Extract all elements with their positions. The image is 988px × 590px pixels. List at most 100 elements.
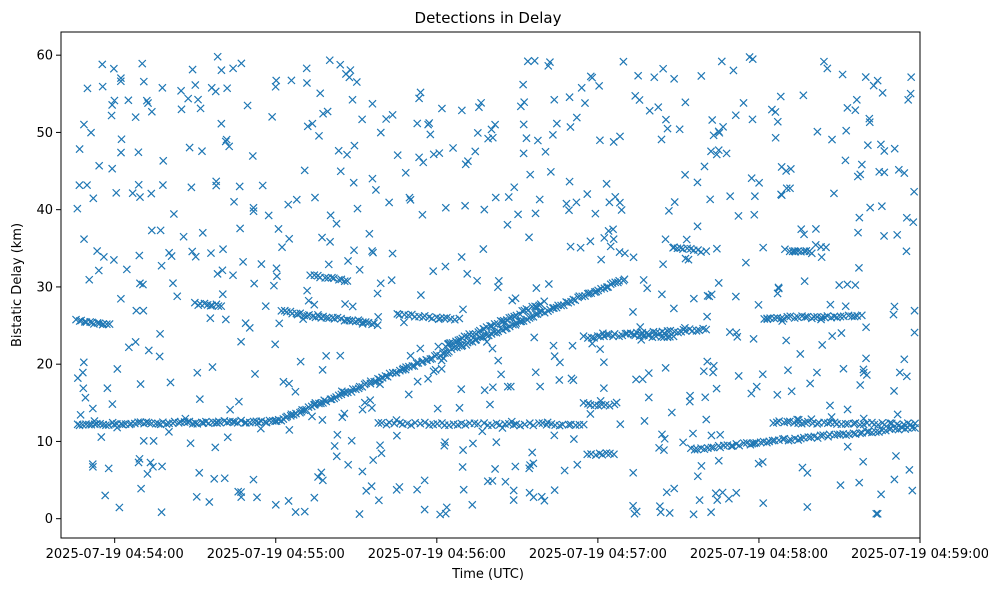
data-point: [206, 314, 215, 323]
data-point: [478, 427, 487, 436]
data-point: [337, 387, 346, 396]
data-point: [149, 436, 158, 445]
data-point: [433, 404, 442, 413]
data-point: [271, 82, 280, 91]
data-point: [104, 464, 113, 473]
data-point: [806, 379, 815, 388]
data-point: [906, 89, 915, 98]
data-point: [165, 248, 174, 257]
data-point: [399, 318, 408, 327]
data-point: [517, 317, 526, 326]
data-point: [718, 488, 727, 497]
data-point: [229, 64, 238, 73]
data-point: [689, 510, 698, 519]
data-point: [99, 319, 108, 329]
data-point: [697, 71, 706, 80]
data-point: [501, 477, 510, 486]
data-point: [890, 144, 899, 153]
data-point: [773, 117, 782, 126]
data-point: [791, 247, 800, 256]
data-point: [217, 66, 226, 75]
data-point: [576, 243, 585, 252]
data-point: [374, 312, 383, 321]
data-point: [480, 419, 489, 428]
data-point: [880, 146, 889, 156]
data-point: [598, 329, 607, 338]
data-point: [242, 418, 251, 427]
data-point: [112, 188, 121, 197]
data-point: [413, 377, 422, 386]
data-point: [747, 389, 756, 398]
data-point: [488, 344, 497, 353]
data-point: [310, 193, 320, 202]
data-point: [734, 211, 743, 220]
data-point: [334, 275, 343, 284]
data-point: [360, 398, 369, 407]
data-point: [801, 313, 810, 322]
data-point: [773, 390, 782, 399]
data-point: [830, 312, 839, 321]
data-point: [823, 419, 832, 428]
data-point: [299, 315, 308, 324]
data-point: [113, 364, 122, 373]
data-point: [714, 127, 723, 136]
data-point: [827, 135, 837, 144]
data-point: [381, 371, 390, 381]
data-point: [572, 113, 581, 122]
data-point: [336, 351, 345, 360]
data-point: [186, 439, 195, 448]
data-point: [663, 124, 672, 133]
data-points: [72, 52, 920, 519]
data-point: [731, 292, 740, 301]
data-point: [147, 226, 156, 235]
data-point: [670, 74, 679, 83]
data-point: [325, 56, 334, 65]
data-point: [302, 64, 311, 73]
data-point: [463, 157, 472, 166]
data-point: [366, 379, 375, 388]
data-point: [338, 413, 347, 422]
data-point: [900, 169, 909, 178]
data-point: [682, 235, 691, 244]
data-point: [434, 315, 443, 324]
data-point: [609, 225, 618, 234]
data-point: [591, 209, 600, 218]
data-point: [531, 209, 540, 218]
data-point: [318, 365, 327, 374]
data-point: [709, 361, 718, 370]
data-point: [817, 253, 826, 262]
data-point: [473, 128, 482, 137]
data-point: [292, 195, 301, 204]
data-point: [188, 247, 197, 256]
data-point: [667, 408, 676, 417]
data-point: [894, 165, 903, 174]
data-point: [196, 104, 205, 113]
data-point: [158, 181, 167, 190]
data-point: [534, 419, 544, 428]
data-point: [510, 312, 519, 321]
data-point: [856, 170, 865, 179]
data-point: [714, 278, 723, 287]
data-point: [377, 418, 386, 427]
data-point: [856, 429, 865, 438]
data-point: [441, 203, 450, 212]
y-tick-label: 40: [36, 203, 53, 218]
data-point: [772, 418, 781, 427]
data-point: [623, 329, 632, 338]
data-point: [358, 405, 367, 414]
data-point: [303, 286, 312, 295]
data-point: [89, 194, 98, 203]
data-point: [793, 415, 802, 424]
data-point: [393, 309, 402, 318]
data-point: [313, 310, 322, 319]
data-point: [116, 294, 125, 303]
data-point: [509, 486, 518, 495]
data-point: [661, 363, 670, 372]
data-point: [124, 96, 133, 105]
data-point: [208, 363, 217, 372]
data-point: [101, 421, 110, 430]
data-point: [712, 150, 721, 159]
data-point: [304, 403, 313, 412]
data-point: [154, 419, 163, 428]
